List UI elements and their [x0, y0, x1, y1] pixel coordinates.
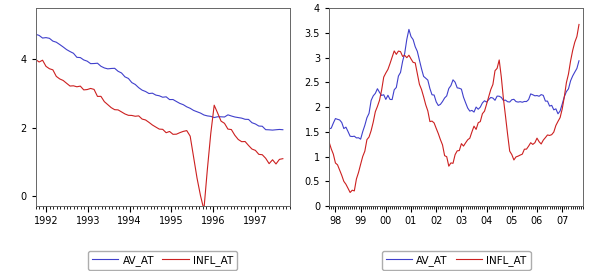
AV_AT	[325, 127, 333, 130]
AV_AT	[571, 70, 578, 74]
AV_AT	[575, 59, 583, 62]
INFL_AT	[380, 76, 387, 79]
AV_AT	[468, 109, 475, 112]
INFL_AT	[500, 97, 507, 100]
AV_AT	[255, 124, 262, 128]
INFL_AT	[575, 23, 583, 26]
INFL_AT	[325, 141, 333, 144]
AV_AT	[279, 128, 286, 131]
INFL_AT	[395, 49, 402, 53]
AV_AT	[405, 28, 412, 31]
Line: AV_AT: AV_AT	[36, 34, 283, 130]
AV_AT	[156, 94, 163, 97]
INFL_AT	[32, 58, 39, 61]
AV_AT	[245, 118, 252, 121]
INFL_AT	[248, 147, 255, 151]
Legend: AV_AT, INFL_AT: AV_AT, INFL_AT	[88, 251, 237, 270]
AV_AT	[357, 138, 364, 141]
INFL_AT	[279, 157, 286, 160]
AV_AT	[87, 62, 94, 65]
INFL_AT	[156, 127, 163, 131]
INFL_AT	[466, 137, 474, 140]
INFL_AT	[87, 87, 94, 90]
INFL_AT	[346, 191, 353, 194]
Legend: AV_AT, INFL_AT: AV_AT, INFL_AT	[382, 251, 531, 270]
AV_AT	[380, 93, 387, 96]
Line: INFL_AT: INFL_AT	[36, 60, 283, 210]
AV_AT	[269, 128, 276, 132]
AV_AT	[395, 75, 402, 78]
AV_AT	[238, 117, 245, 120]
Line: INFL_AT: INFL_AT	[329, 24, 579, 192]
AV_AT	[114, 70, 121, 73]
INFL_AT	[242, 140, 249, 143]
AV_AT	[32, 33, 39, 36]
AV_AT	[527, 92, 534, 96]
AV_AT	[502, 98, 509, 102]
INFL_AT	[525, 144, 532, 148]
Line: AV_AT: AV_AT	[329, 30, 579, 139]
INFL_AT	[201, 208, 208, 211]
INFL_AT	[114, 108, 121, 112]
INFL_AT	[569, 49, 576, 52]
INFL_AT	[259, 153, 266, 156]
